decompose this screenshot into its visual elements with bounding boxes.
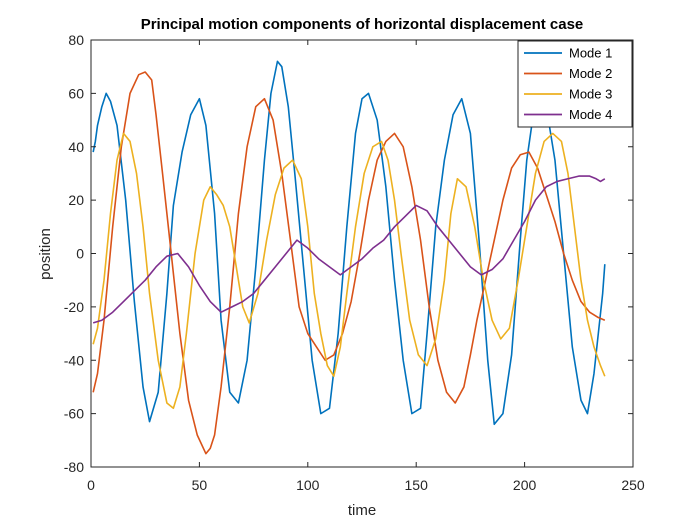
legend-label-mode-3: Mode 3 (569, 87, 612, 102)
y-tick-label: 60 (68, 85, 84, 101)
y-tick-label: -40 (64, 352, 84, 368)
series-layer (92, 60, 606, 455)
legend-label-mode-4: Mode 4 (569, 107, 612, 122)
y-tick-label: 20 (68, 192, 84, 208)
y-tick-label: -80 (64, 459, 84, 475)
y-tick-label: -20 (64, 299, 84, 315)
legend-box (517, 40, 633, 128)
series-line-mode-1 (92, 60, 606, 426)
x-tick-label: 150 (405, 477, 429, 493)
chart-title: Principal motion components of horizonta… (141, 16, 584, 33)
x-tick-label: 100 (296, 477, 320, 493)
y-axis-label: position (37, 228, 54, 280)
x-axis-label: time (348, 502, 376, 519)
y-tick-label: 0 (76, 246, 84, 262)
series-line-mode-2 (92, 71, 606, 455)
series-line-mode-3 (92, 132, 606, 410)
y-tick-label: -60 (64, 406, 84, 422)
legend: Mode 1 Mode 2 Mode 3 Mode 4 (517, 40, 633, 128)
legend-label-mode-2: Mode 2 (569, 66, 612, 81)
y-tick-label: 40 (68, 139, 84, 155)
axes-layer: 0 50 100 150 200 250 -80 -60 -40 -20 0 20 40 60 80 (64, 32, 645, 493)
x-tick-label: 250 (621, 477, 645, 493)
series-line-mode-4 (92, 175, 606, 324)
x-tick-label: 0 (87, 477, 95, 493)
y-tick-label: 80 (68, 32, 84, 48)
x-tick-label: 200 (513, 477, 537, 493)
x-tick-label: 50 (192, 477, 208, 493)
legend-label-mode-1: Mode 1 (569, 46, 612, 61)
